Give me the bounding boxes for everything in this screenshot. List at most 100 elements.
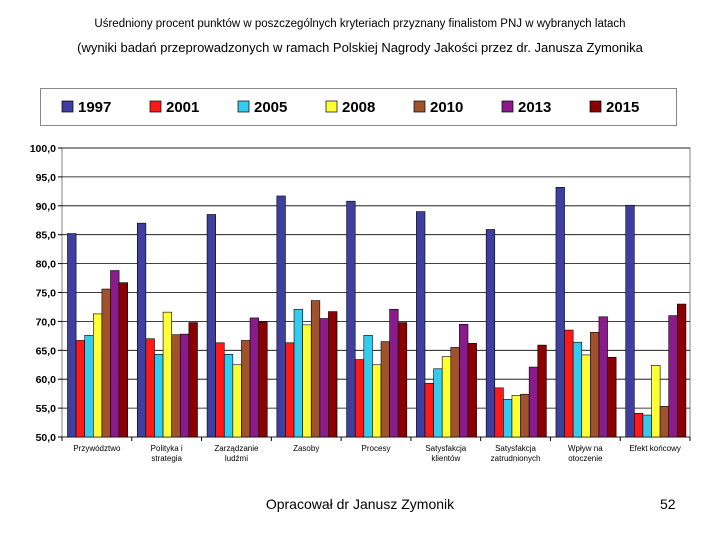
bar-2015	[258, 321, 268, 438]
bar-2015	[188, 322, 198, 438]
bar-1997	[206, 214, 216, 438]
legend-swatch-2005	[237, 100, 250, 113]
y-tick-label: 60,0	[36, 374, 57, 386]
legend-swatch-2015	[589, 100, 602, 113]
bar-1997	[555, 187, 565, 438]
bar-2010	[241, 340, 251, 438]
bar-1997	[485, 229, 496, 438]
legend-label-2008: 2008	[342, 99, 375, 116]
legend-label-1997: 1997	[78, 99, 111, 116]
bar-chart: 100,0 95,0 90,0 85,0 80,0 75,0 70,0 65,0 60,0 55,…	[30, 99, 691, 463]
bar-2010	[101, 288, 111, 438]
x-tick-label: otoczenie	[568, 454, 603, 463]
legend-swatch-2008	[325, 100, 338, 113]
bar-2001	[494, 387, 504, 438]
bar-2005	[223, 354, 234, 438]
bar-2013	[249, 317, 259, 438]
x-tick-label: Wpływ na	[568, 444, 603, 453]
bar-2013	[598, 316, 608, 438]
y-tick-label: 50,0	[36, 432, 57, 444]
bar-2015	[467, 343, 477, 438]
bar-2008	[441, 356, 452, 438]
bar-2008	[372, 364, 382, 438]
x-tick-label: Zasoby	[293, 444, 319, 453]
bar-2005	[433, 368, 443, 438]
bar-2001	[354, 359, 365, 438]
bar-2005	[503, 399, 513, 438]
bar-2001	[634, 413, 644, 438]
bar-2013	[528, 366, 539, 438]
bar-2015	[328, 311, 338, 438]
bar-2010	[659, 406, 670, 438]
page-number: 52	[660, 496, 676, 512]
bar-2013	[110, 270, 120, 438]
legend-label-2015: 2015	[606, 99, 639, 116]
bar-2010	[310, 300, 321, 438]
bar-2001	[285, 342, 295, 438]
bar-2001	[145, 338, 155, 438]
bar-2001	[75, 340, 85, 438]
bar-2015	[397, 322, 408, 438]
y-tick-label: 55,0	[36, 403, 57, 415]
chart-legend	[40, 88, 677, 126]
legend-swatch-2013	[501, 100, 514, 113]
x-tick-label: ludźmi	[225, 454, 248, 463]
bar-2013	[389, 308, 399, 438]
slide-footer: Opracował dr Janusz Zymonik	[265, 496, 455, 512]
bar-2015	[677, 303, 687, 438]
bar-2013	[668, 315, 678, 438]
bar-2013	[179, 333, 190, 438]
x-tick-label: Efekt końcowy	[629, 444, 681, 453]
y-tick-label: 90,0	[36, 201, 57, 213]
y-tick-label: 95,0	[36, 172, 57, 184]
bar-2005	[84, 334, 94, 438]
bar-2013	[459, 323, 469, 438]
bar-2005	[642, 414, 652, 438]
y-tick-label: 85,0	[36, 230, 57, 242]
legend-label-2010: 2010	[430, 99, 463, 116]
x-tick-label: Polityka i	[151, 444, 183, 453]
x-tick-label: zatrudnionych	[491, 454, 541, 463]
legend-swatch-2010	[413, 100, 426, 113]
bar-2005	[363, 334, 373, 438]
bar-2015	[118, 282, 128, 438]
bar-1997	[625, 204, 635, 438]
x-tick-label: klientów	[431, 454, 460, 463]
bar-2005	[154, 354, 164, 438]
x-tick-label: Procesy	[362, 444, 391, 453]
y-tick-label: 80,0	[36, 259, 57, 271]
bar-1997	[276, 195, 286, 438]
y-tick-label: 100,0	[30, 143, 56, 155]
bar-1997	[136, 222, 147, 438]
bar-2010	[171, 334, 181, 438]
slide-title-line1: Uśredniony procent punktów w poszczególn…	[94, 18, 626, 30]
bar-2008	[232, 364, 242, 438]
bar-2010	[450, 347, 460, 438]
bar-1997	[416, 211, 426, 438]
bar-2005	[572, 341, 583, 438]
bar-2001	[564, 329, 574, 438]
bar-2010	[590, 332, 600, 438]
bar-2008	[302, 324, 312, 438]
bar-1997	[346, 200, 356, 438]
x-tick-label: strategia	[151, 454, 182, 463]
slide-title-line2: (wyniki badań przeprowadzonych w ramach …	[77, 40, 643, 55]
bar-2001	[424, 382, 434, 438]
bar-2005	[293, 308, 303, 438]
bar-2008	[581, 354, 591, 438]
y-tick-label: 75,0	[36, 288, 57, 300]
y-tick-label: 70,0	[36, 316, 57, 328]
bar-2013	[319, 318, 329, 438]
bar-2015	[537, 344, 547, 438]
bar-2010	[380, 341, 390, 438]
legend-label-2001: 2001	[166, 99, 199, 116]
bar-2001	[215, 342, 225, 438]
bar-2008	[162, 311, 172, 438]
x-tick-label: Zarządzanie	[214, 444, 259, 453]
bar-2008	[511, 395, 521, 438]
y-tick-label: 65,0	[36, 345, 57, 357]
bar-2008	[93, 313, 103, 438]
bar-2008	[651, 365, 661, 438]
x-tick-label: Przywództwo	[73, 444, 121, 453]
legend-label-2013: 2013	[518, 99, 551, 116]
